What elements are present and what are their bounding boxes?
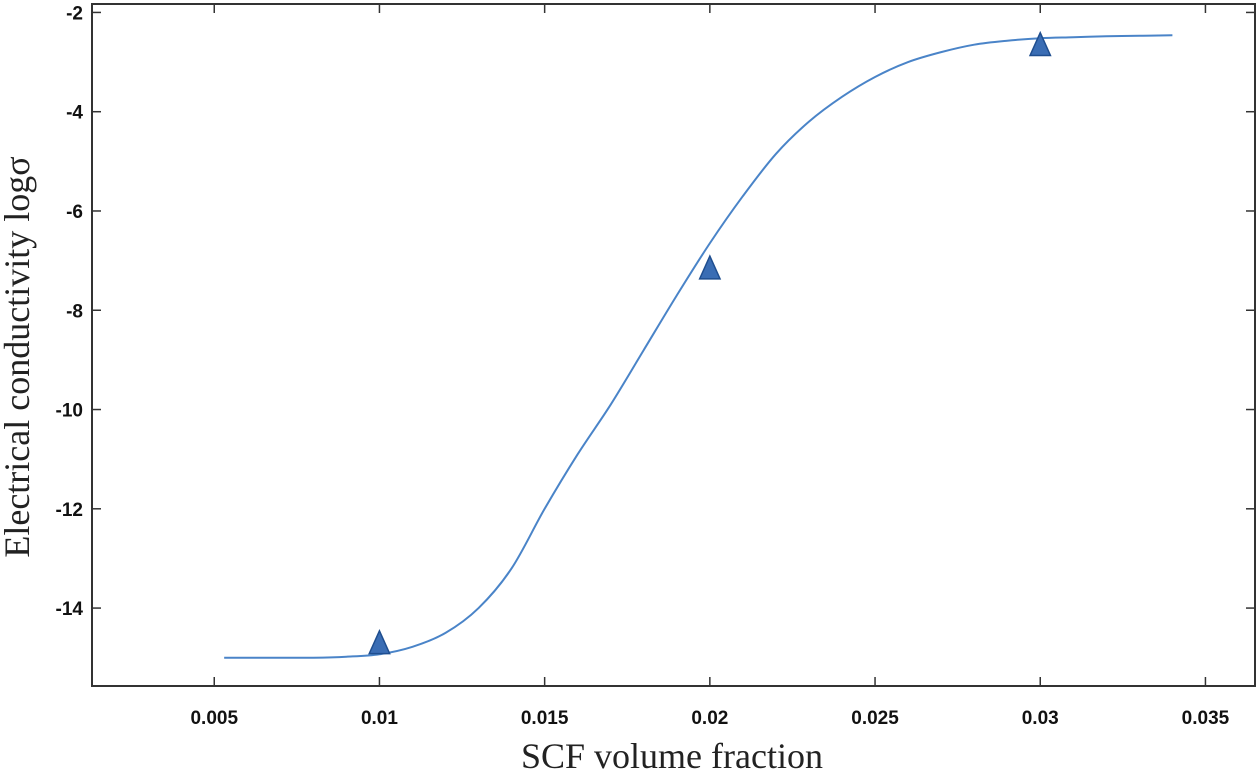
x-tick-label: 0.005 [190,708,238,729]
x-tick-label: 0.015 [521,708,569,729]
x-axis-title: SCF volume fraction [521,736,823,775]
plot-area [91,3,1256,687]
fit-curve-layer [224,34,1173,659]
x-tick-label: 0.01 [361,708,398,729]
y-axis-ticks: -2 -4 -6 -8 -10 -12 -14 [56,3,1255,620]
x-axis-ticks: 0.005 0.01 0.015 0.02 0.025 0.03 0.035 [190,4,1230,729]
data-points-layer [368,30,1052,655]
fit-curve [224,34,1173,659]
data-point-triangle [1028,30,1052,57]
data-point-triangle [698,254,722,280]
x-tick-label: 0.03 [1022,708,1059,729]
y-tick-label: -8 [66,301,83,322]
y-tick-label: -2 [66,3,83,24]
y-tick-label: -12 [56,500,83,521]
x-tick-label: 0.025 [851,708,899,729]
y-tick-label: -6 [66,202,83,223]
x-tick-label: 0.02 [691,708,728,729]
y-tick-label: -4 [66,103,83,124]
y-tick-label: -10 [56,401,83,422]
y-tick-label: -14 [56,599,84,620]
x-tick-label: 0.035 [1182,708,1230,729]
data-point-triangle [368,628,391,655]
y-axis-title: Electrical conductivity logσ [0,156,37,557]
